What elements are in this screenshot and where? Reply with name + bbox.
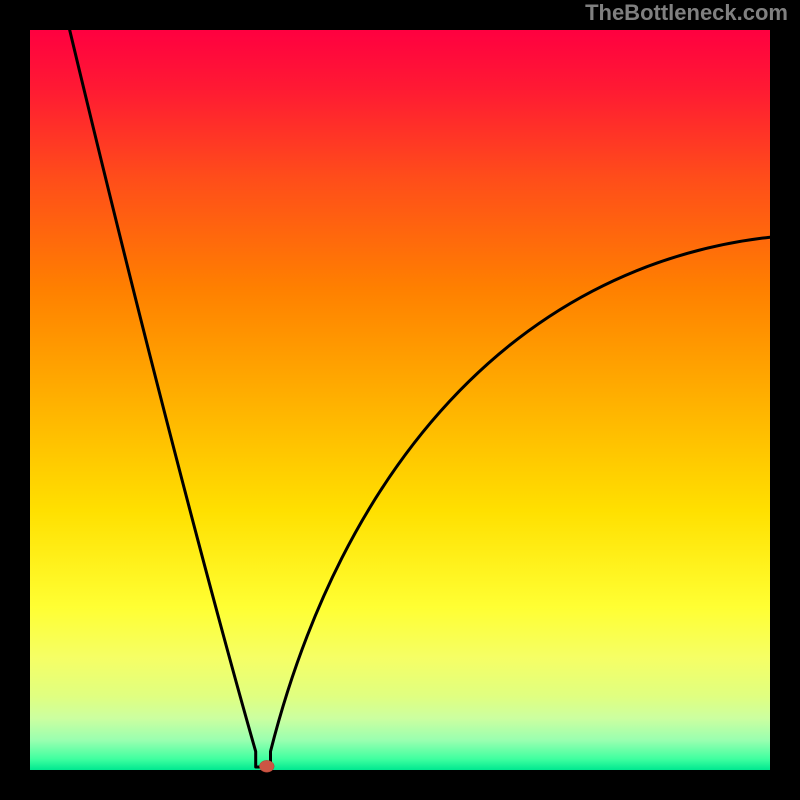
bottleneck-chart (0, 0, 800, 800)
chart-plot-area (30, 30, 770, 770)
watermark-text: TheBottleneck.com (585, 0, 788, 26)
chart-container: TheBottleneck.com (0, 0, 800, 800)
minimum-marker (259, 760, 274, 772)
